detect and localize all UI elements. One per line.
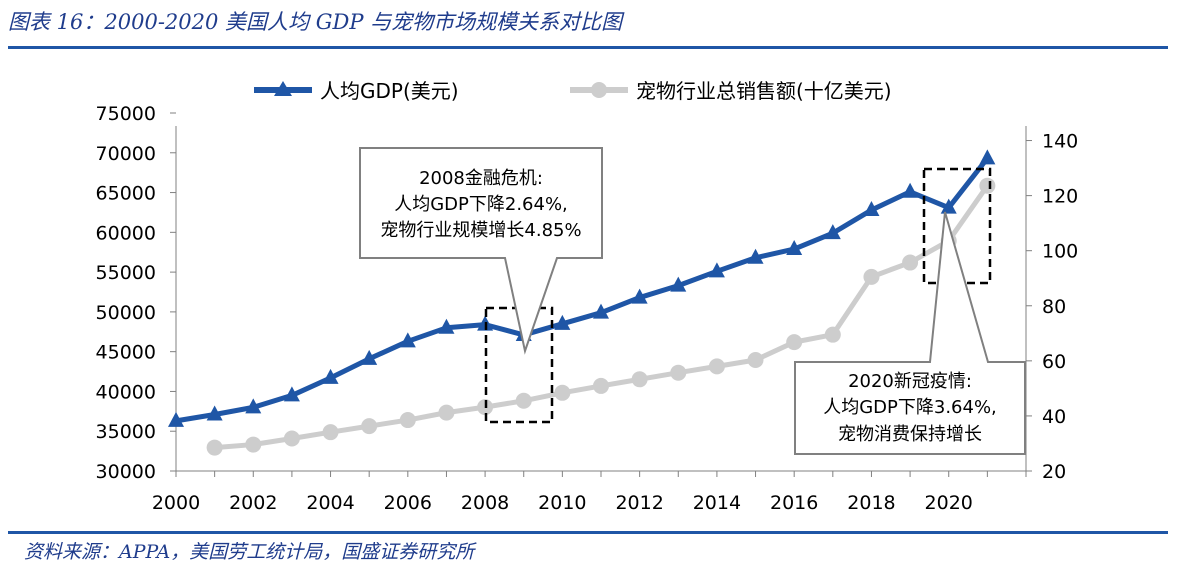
y-right-tick-label: 100 [1042, 241, 1078, 263]
callout-2020-line-1: 2020新冠疫情: [848, 371, 972, 392]
series-pet-point [554, 384, 571, 401]
figure-title: 图表 16：2000-2020 美国人均 GDP 与宠物市场规模关系对比图 [8, 10, 623, 34]
y-right-tick-label: 140 [1042, 131, 1078, 153]
callout-2008: 2008金融危机: 人均GDP下降2.64%, 宠物行业规模增长4.85% [359, 147, 603, 355]
series-gdp-point [631, 288, 648, 304]
series-gdp-point [786, 240, 803, 256]
y-left-tick-label: 35000 [96, 421, 156, 443]
series-pet-point [747, 352, 764, 369]
callout-2008-line-3: 宠物行业规模增长4.85% [380, 220, 581, 241]
series-gdp-point [670, 276, 687, 292]
series-pet-point [824, 326, 841, 343]
y-left-tick-label: 70000 [96, 143, 156, 165]
y-right-tick-label: 120 [1042, 186, 1078, 208]
x-tick-label: 2004 [306, 492, 354, 514]
series-pet-sales [206, 177, 996, 456]
series-pet-point [361, 418, 378, 435]
series-gdp-point [593, 303, 609, 319]
callout-2008-line-1: 2008金融危机: [419, 168, 543, 189]
legend-pet-marker [591, 82, 607, 98]
title-divider [8, 46, 1168, 49]
legend-gdp-label: 人均GDP(美元) [320, 79, 459, 103]
callout-2020-shape [794, 211, 1026, 455]
series-pet-point [708, 358, 725, 375]
callout-2008-shape [359, 147, 603, 355]
series-pet-point [438, 404, 455, 421]
series-gdp-point [245, 398, 262, 414]
x-tick-label: 2010 [538, 492, 586, 514]
series-gdp-point [863, 201, 880, 217]
series-gdp-point [168, 411, 184, 427]
x-tick-label: 2012 [615, 492, 663, 514]
series-gdp-point [902, 182, 919, 198]
callout-2008-line-2: 人均GDP下降2.64%, [394, 194, 568, 215]
series-gdp-line [175, 156, 990, 424]
y-left-tick-label: 65000 [96, 183, 156, 205]
axis-ticks: 30000 35000 40000 45000 50000 55000 60000 65000… [96, 103, 1079, 514]
legend-pet-label: 宠物行业总销售额(十亿美元) [636, 79, 892, 103]
series-gdp-point [979, 149, 996, 165]
series-gdp-point [708, 262, 725, 278]
y-left-tick-label: 45000 [96, 342, 156, 364]
series-gdp-point [824, 224, 841, 240]
y-left-tick-label: 75000 [96, 103, 156, 125]
callout-2020-line-3: 宠物消费保持增长 [838, 424, 982, 445]
series-pet-point [631, 371, 648, 388]
series-gdp-point [940, 198, 957, 214]
x-tick-label: 2014 [693, 492, 741, 514]
x-tick-label: 2006 [384, 492, 432, 514]
y-left-tick-label: 50000 [96, 302, 156, 324]
y-right-tick-label: 40 [1042, 406, 1066, 428]
series-gdp-point [399, 332, 416, 348]
series-pet-point [283, 430, 300, 447]
series-pet-point [786, 334, 803, 351]
y-right-tick-label: 80 [1042, 296, 1066, 318]
callout-2020-line-2: 人均GDP下降3.64%, [823, 397, 997, 418]
series-pet-point [863, 268, 880, 285]
series-pet-point [670, 364, 687, 381]
x-tick-label: 2008 [461, 492, 509, 514]
series-pet-point [399, 412, 416, 429]
series-gdp-point [206, 405, 223, 421]
series-gdp-point [747, 248, 764, 264]
series-pet-point [979, 177, 996, 194]
x-tick-label: 2016 [770, 492, 818, 514]
y-right-tick-label: 20 [1042, 461, 1066, 483]
chart: 人均GDP(美元) 宠物行业总销售额(十亿美元) 30000 35000 40000… [96, 79, 1079, 514]
series-gdp-point [322, 368, 339, 384]
series-pet-point [206, 439, 223, 456]
y-left-tick-label: 55000 [96, 262, 156, 284]
series-gdp-point [283, 386, 300, 402]
series-gdp-point [554, 314, 571, 330]
x-tick-label: 2020 [925, 492, 973, 514]
x-tick-label: 2000 [152, 492, 200, 514]
series-gdp-point [361, 349, 378, 365]
series-pet-point [322, 424, 339, 441]
y-right-tick-label: 60 [1042, 351, 1066, 373]
series-pet-point [593, 377, 609, 394]
callout-2020: 2020新冠疫情: 人均GDP下降3.64%, 宠物消费保持增长 [794, 211, 1026, 455]
source-note: 资料来源：APPA，美国劳工统计局，国盛证券研究所 [24, 541, 475, 563]
x-tick-label: 2002 [229, 492, 277, 514]
series-pet-point [515, 392, 532, 409]
y-left-tick-label: 40000 [96, 381, 156, 403]
legend: 人均GDP(美元) 宠物行业总销售额(十亿美元) [254, 79, 892, 103]
legend-gdp-marker [274, 81, 292, 96]
series-pet-point [902, 254, 919, 271]
y-left-tick-label: 60000 [96, 222, 156, 244]
series-pet-point [245, 436, 262, 453]
x-tick-label: 2018 [847, 492, 895, 514]
y-left-tick-label: 30000 [96, 461, 156, 483]
series-gdp-point [438, 318, 455, 334]
source-divider [8, 531, 1168, 534]
